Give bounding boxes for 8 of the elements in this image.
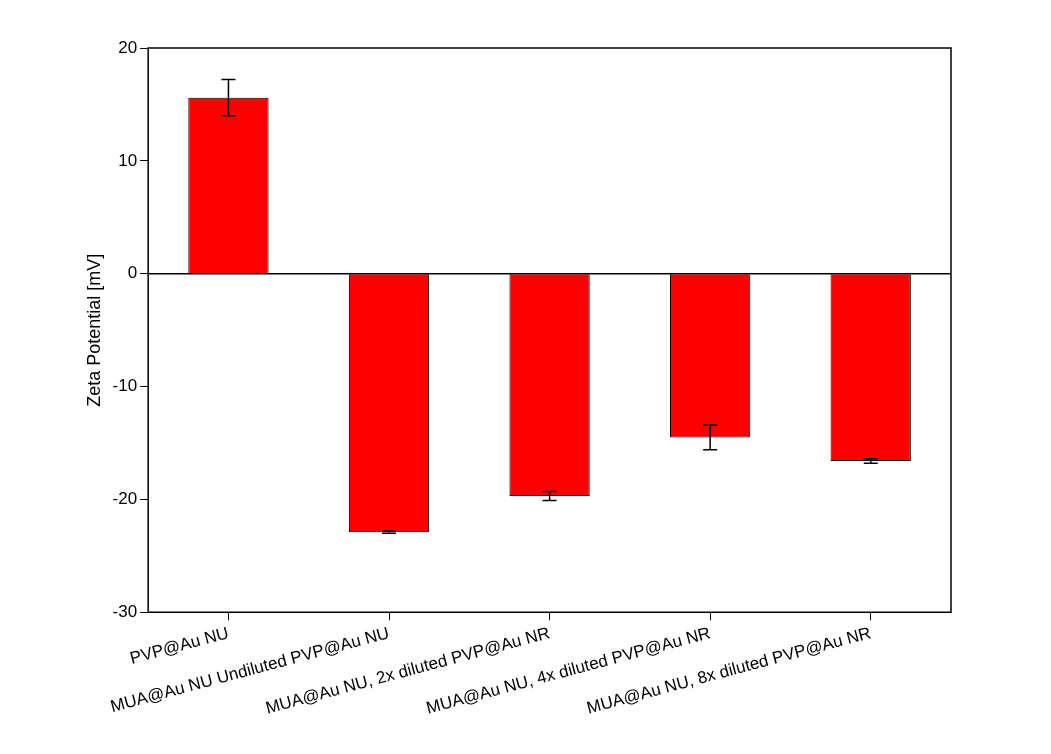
y-tick-label: 20 xyxy=(118,37,138,57)
y-axis-title: Zeta Potential [mV] xyxy=(83,253,104,407)
y-tick-label: -20 xyxy=(112,489,138,509)
y-tick-label: 10 xyxy=(118,150,138,170)
y-tick-label: -10 xyxy=(112,376,138,396)
y-tick-label: 0 xyxy=(127,263,138,283)
y-tick-label: -30 xyxy=(112,602,138,622)
x-tick-label: PVP@Au NU xyxy=(127,623,231,668)
